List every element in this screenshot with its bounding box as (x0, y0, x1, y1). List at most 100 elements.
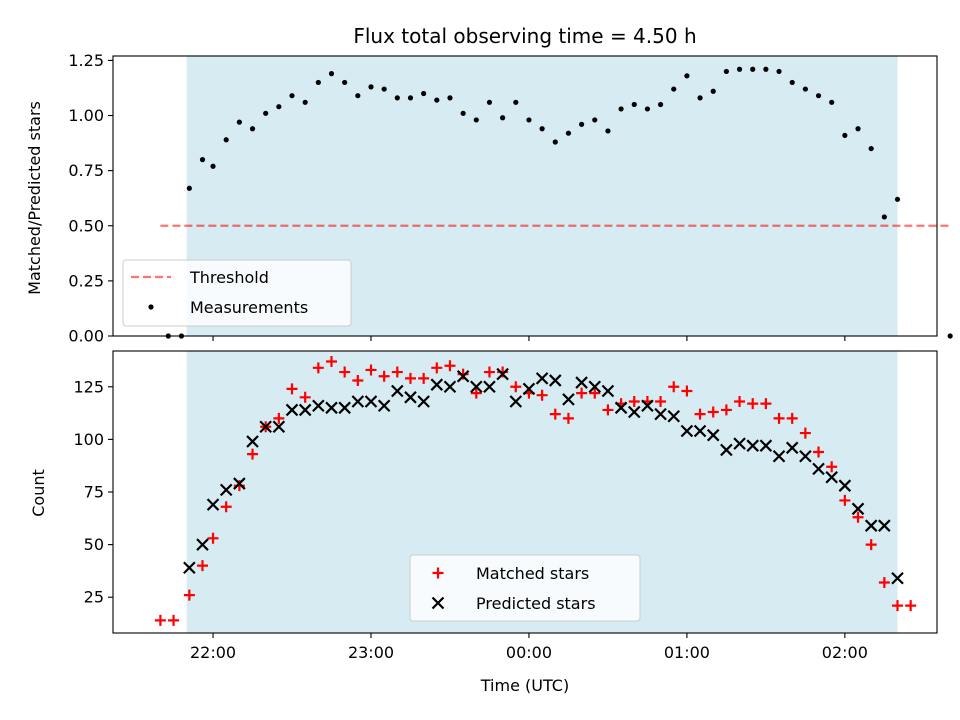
predicted-star-marker (325, 401, 338, 415)
predicted-star-marker (799, 449, 812, 463)
matched-star-marker (786, 412, 798, 424)
predicted-star-marker (496, 367, 509, 381)
measurement-point (434, 97, 440, 103)
measurement-point (802, 86, 808, 92)
measurement-point (605, 128, 611, 134)
legend-predicted-label: Predicted stars (476, 594, 596, 613)
measurement-point (736, 66, 743, 72)
measurement-point (618, 106, 624, 112)
predicted-star-marker (654, 407, 667, 421)
matched-star-marker (628, 396, 640, 408)
predicted-star-marker (364, 395, 378, 408)
matched-star-marker (470, 387, 482, 399)
matched-star-marker (418, 372, 430, 384)
matched-star-marker (168, 614, 180, 626)
predicted-star-marker (548, 374, 562, 387)
measurement-point (263, 110, 269, 116)
measurement-point (815, 93, 822, 99)
measurement-point (236, 119, 242, 125)
measurement-point (500, 115, 506, 121)
matched-star-marker (576, 387, 588, 399)
matched-star-marker (220, 501, 232, 513)
measurement-point (881, 214, 887, 220)
matched-star-marker (457, 368, 469, 380)
predicted-star-marker (614, 401, 628, 415)
matched-star-marker (444, 360, 456, 372)
panel-ratio: 0.00 0.25 0.50 0.75 1.00 1.25 Threshold Measure… (68, 51, 953, 346)
matched-star-marker (391, 366, 403, 378)
matched-star-marker (747, 398, 759, 410)
measurement-point (565, 130, 572, 136)
matched-star-marker (536, 389, 548, 401)
matched-star-marker (852, 511, 864, 523)
measurement-point (592, 117, 598, 123)
matched-star-marker (813, 446, 825, 458)
measurement-point (789, 79, 795, 86)
legend-box (409, 554, 641, 622)
predicted-star-marker (746, 439, 759, 452)
measurement-point (631, 101, 637, 108)
predicted-star-marker (562, 393, 575, 406)
predicted-star-marker (404, 391, 417, 404)
predicted-star-marker (246, 435, 259, 448)
predicted-star-marker (733, 437, 746, 450)
matched-star-marker (905, 600, 917, 612)
predicted-star-marker (338, 401, 351, 415)
axes-frame-ratio (112, 55, 938, 337)
measurement-point (186, 185, 192, 191)
matched-star-marker (339, 366, 351, 378)
measurement-point (407, 95, 414, 101)
measurement-point (644, 106, 651, 112)
legend-threshold-label: Threshold (189, 268, 269, 287)
measurement-point (750, 66, 756, 72)
measurement-point (199, 157, 206, 163)
predicted-star-marker (680, 424, 694, 438)
matched-star-marker (312, 362, 324, 374)
predicted-star-marker (878, 519, 891, 532)
predicted-star-marker (233, 477, 246, 490)
predicted-star-marker (693, 424, 707, 438)
y-axis-label-count: Count (29, 469, 48, 517)
y-tick-label-count: 50 (84, 535, 104, 554)
predicted-star-marker (351, 395, 365, 408)
y-tick-label-count: 125 (73, 377, 104, 396)
predicted-star-marker (206, 498, 220, 511)
predicted-star-marker (535, 372, 549, 385)
measurement-point (842, 132, 848, 138)
matched-star-marker (602, 404, 614, 416)
predicted-star-marker (298, 403, 312, 417)
measurement-point (671, 86, 677, 92)
x-tick-label: 22:00 (190, 643, 236, 662)
measurement-point (894, 196, 901, 202)
measurement-point (868, 145, 874, 152)
measurement-point (368, 84, 374, 90)
measurement-point (381, 86, 387, 92)
y-tick-label-ratio: 0.00 (68, 327, 104, 346)
predicted-star-marker (312, 399, 325, 412)
legend-matched-label: Matched stars (476, 564, 589, 583)
predicted-star-marker (706, 428, 720, 442)
panel-counts: 25 50 75 100 125 22:00 23:00 00:00 01:00 02:00 Mat… (73, 350, 938, 662)
predicted-star-marker (588, 380, 602, 394)
y-tick-label-ratio: 0.25 (68, 271, 104, 290)
predicted-star-marker (443, 380, 457, 394)
measurement-point (342, 79, 348, 86)
matched-star-marker (865, 539, 877, 551)
measurement-point (539, 126, 545, 132)
predicted-star-marker (627, 405, 641, 419)
legend-predicted-swatch (431, 596, 445, 610)
predicted-star-marker (812, 462, 825, 476)
legend-ratio: Threshold Measurements (122, 259, 352, 327)
predicted-star-marker (575, 376, 588, 389)
measurement-point (460, 110, 466, 116)
matched-star-marker (760, 398, 772, 410)
x-tick-label: 23:00 (348, 643, 394, 662)
chart-title: Flux total observing time = 4.50 h (353, 24, 696, 48)
matched-star-marker (655, 396, 667, 408)
matched-star-marker (286, 383, 298, 395)
predicted-star-marker (891, 572, 904, 585)
legend-counts: Matched stars Predicted stars (409, 554, 641, 622)
predicted-star-marker (641, 399, 654, 412)
predicted-star-marker (522, 382, 536, 396)
